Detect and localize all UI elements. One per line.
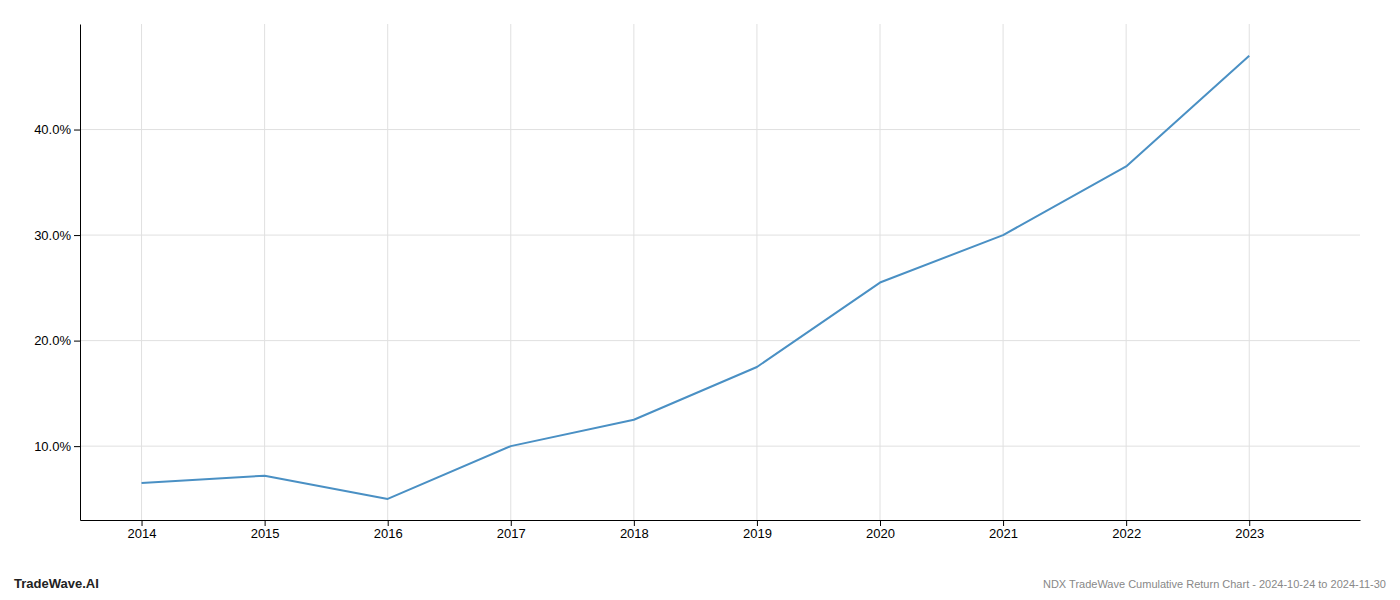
- x-tick-mark: [1126, 520, 1127, 526]
- y-tick-mark: [74, 235, 80, 236]
- x-tick: 2020: [866, 520, 895, 541]
- x-tick-label: 2022: [1112, 526, 1141, 541]
- x-tick-label: 2018: [620, 526, 649, 541]
- chart: 2014 2015 2016 2017 2018 2019 2020 2021 2022 2023…: [0, 0, 1400, 600]
- grid-line-x: [1126, 24, 1127, 520]
- x-tick-label: 2016: [374, 526, 403, 541]
- grid-line-x: [1249, 24, 1250, 520]
- x-tick: 2018: [620, 520, 649, 541]
- grid-line-x: [387, 24, 388, 520]
- x-tick-mark: [265, 520, 266, 526]
- grid-line-x: [756, 24, 757, 520]
- y-axis: 10.0% 20.0% 30.0% 40.0%: [34, 25, 80, 521]
- x-tick: 2019: [743, 520, 772, 541]
- x-tick-mark: [511, 520, 512, 526]
- y-tick: 30.0%: [34, 228, 80, 243]
- grid-line-x: [141, 24, 142, 520]
- grid-line-x: [1003, 24, 1004, 520]
- y-tick-mark: [74, 130, 80, 131]
- y-tick: 10.0%: [34, 439, 80, 454]
- x-tick: 2017: [497, 520, 526, 541]
- x-tick-mark: [1003, 520, 1004, 526]
- x-tick-label: 2020: [866, 526, 895, 541]
- grid-line-y: [80, 235, 1360, 236]
- grid-line-y: [80, 446, 1360, 447]
- x-tick-label: 2019: [743, 526, 772, 541]
- y-tick-label: 30.0%: [34, 228, 71, 243]
- x-tick-mark: [1249, 520, 1250, 526]
- x-tick: 2021: [989, 520, 1018, 541]
- x-tick-label: 2015: [251, 526, 280, 541]
- x-tick-mark: [757, 520, 758, 526]
- y-tick-label: 40.0%: [34, 122, 71, 137]
- y-tick-label: 20.0%: [34, 333, 71, 348]
- y-tick-mark: [74, 341, 80, 342]
- y-axis-line: [80, 25, 81, 521]
- x-tick-label: 2017: [497, 526, 526, 541]
- x-tick-label: 2021: [989, 526, 1018, 541]
- x-axis-line: [81, 520, 1361, 521]
- x-axis: 2014 2015 2016 2017 2018 2019 2020 2021 2022 2023: [81, 520, 1361, 541]
- annotation: TradeWave.AI: [14, 576, 99, 591]
- y-tick-label: 10.0%: [34, 439, 71, 454]
- x-tick-mark: [142, 520, 143, 526]
- x-tick: 2016: [374, 520, 403, 541]
- x-tick-mark: [634, 520, 635, 526]
- x-tick: 2015: [251, 520, 280, 541]
- grid: [80, 24, 1360, 520]
- grid-line-x: [880, 24, 881, 520]
- x-tick-mark: [388, 520, 389, 526]
- x-tick-mark: [880, 520, 881, 526]
- title: NDX TradeWave Cumulative Return Chart - …: [1043, 578, 1386, 590]
- grid-line-y: [80, 340, 1360, 341]
- x-tick: 2022: [1112, 520, 1141, 541]
- plot: 2014 2015 2016 2017 2018 2019 2020 2021 2022 2023…: [34, 24, 1360, 541]
- grid-line-x: [264, 24, 265, 520]
- line: [142, 56, 1250, 499]
- y-tick: 40.0%: [34, 122, 80, 137]
- grid-line-x: [633, 24, 634, 520]
- x-tick-label: 2014: [128, 526, 157, 541]
- x-tick: 2014: [128, 520, 157, 541]
- marks: [142, 56, 1250, 499]
- x-tick: 2023: [1235, 520, 1264, 541]
- x-tick-label: 2023: [1235, 526, 1264, 541]
- y-tick-mark: [74, 446, 80, 447]
- y-tick: 20.0%: [34, 333, 80, 348]
